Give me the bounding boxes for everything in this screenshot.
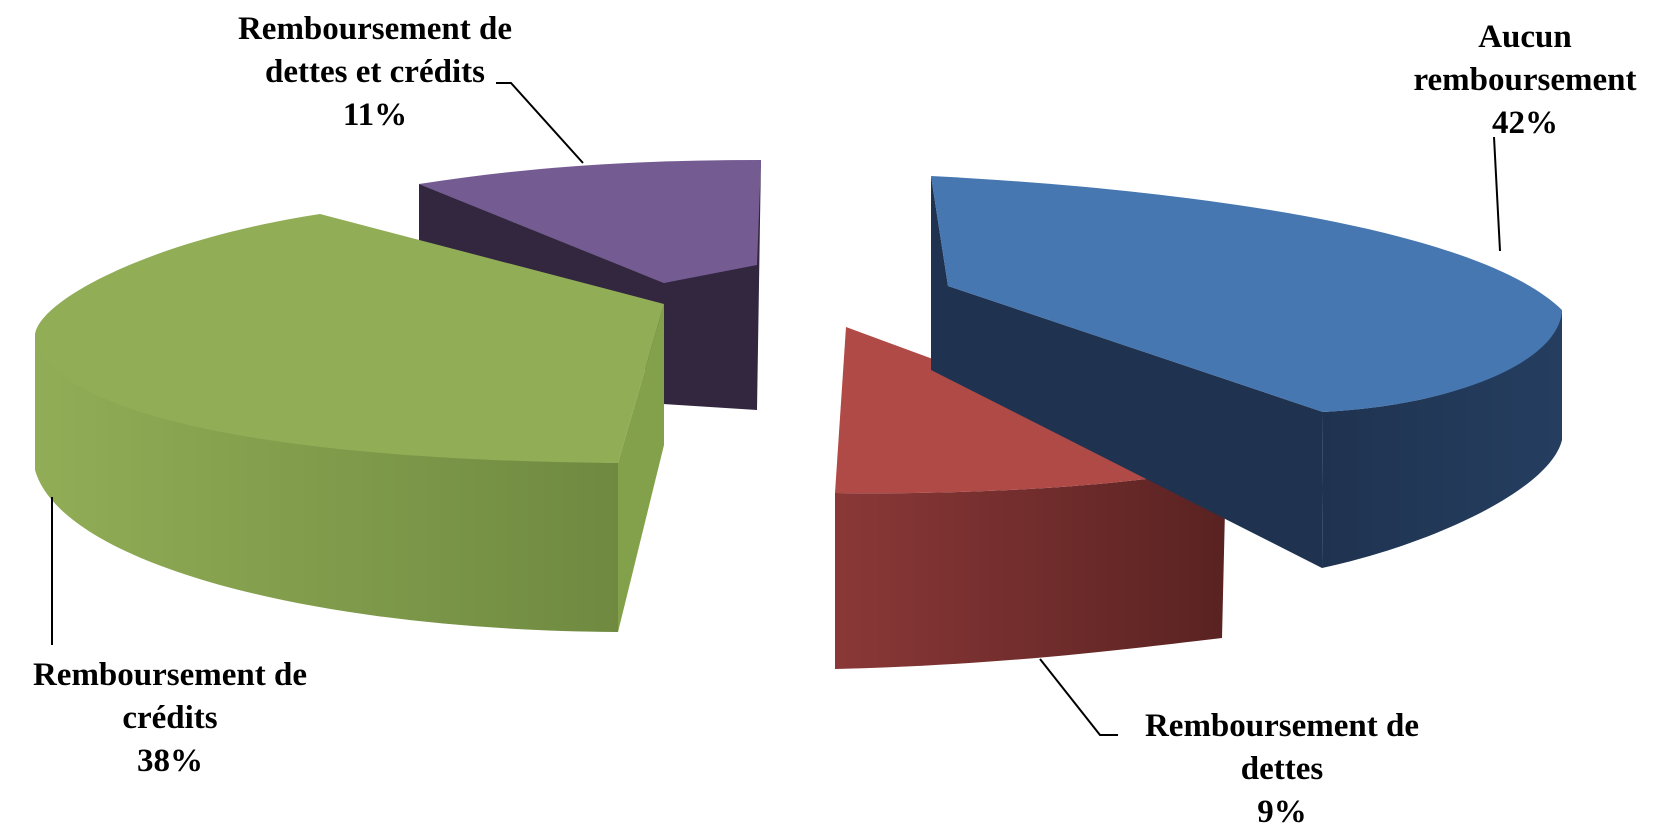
label-credits-line1: Remboursement de: [32, 657, 308, 693]
leader-line-dettes: [1039, 658, 1118, 736]
label-dettes-line2: dettes: [1240, 751, 1324, 787]
label-dettes-et-credits-line1: Remboursement de: [237, 11, 513, 47]
label-aucun-percent: 42%: [1492, 105, 1558, 141]
label-dettes-line1: Remboursement de: [1144, 708, 1420, 744]
label-credits-line2: crédits: [122, 700, 218, 736]
label-dettes-percent: 9%: [1257, 794, 1307, 830]
pie-slice-aucun-remboursement: [931, 176, 1562, 568]
label-dettes: Remboursement de dettes 9%: [1112, 705, 1452, 834]
pie-slice-credits: [35, 214, 664, 632]
label-credits-percent: 38%: [137, 743, 203, 779]
label-aucun-remboursement: Aucun remboursement 42%: [1395, 16, 1655, 145]
label-credits: Remboursement de crédits 38%: [0, 654, 340, 783]
label-dettes-et-credits: Remboursement de dettes et crédits 11%: [190, 8, 560, 137]
label-dettes-et-credits-percent: 11%: [342, 97, 408, 133]
leader-line-aucun: [1493, 136, 1501, 252]
label-aucun-line1: Aucun: [1478, 19, 1572, 55]
label-dettes-et-credits-line2: dettes et crédits: [265, 54, 485, 90]
label-aucun-line2: remboursement: [1413, 62, 1637, 98]
leader-line-dettes-et-credits: [496, 82, 584, 164]
